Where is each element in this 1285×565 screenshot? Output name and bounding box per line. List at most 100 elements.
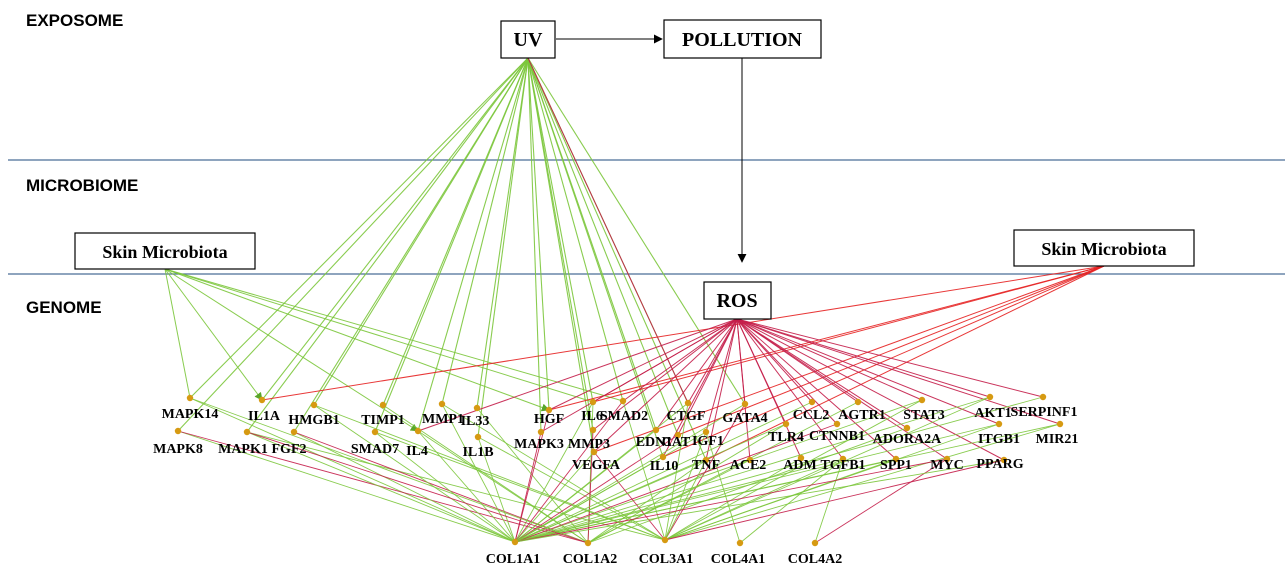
akt1-to-col1a1-edge (514, 396, 991, 543)
ros-to-hgf-edge (548, 318, 738, 411)
gene-node-vegfa (590, 448, 598, 456)
gene-node-myc (943, 455, 951, 463)
ros-to-akt1-edge (736, 318, 991, 398)
tnf-to-col1a2-edge (587, 459, 707, 544)
gene-label-stat3: STAT3 (903, 408, 945, 423)
gene-label-pparg: PPARG (976, 457, 1023, 472)
gene-label-ccl2: CCL2 (793, 408, 830, 423)
ros-to-mapk3-edge (540, 318, 738, 433)
gene-node-adm (797, 454, 805, 462)
uv-to-il1a-edge (261, 57, 529, 401)
gene-label-fgf2: FGF2 (272, 442, 307, 457)
uv-to-fgf2-edge (293, 57, 529, 433)
pparg-to-col1a1-edge (514, 459, 1005, 543)
uv-to-tnf-edge (527, 57, 707, 461)
gene-label-ctnnb1: CTNNB1 (809, 429, 865, 444)
skin-microbiota-left-to-hgf-edge (164, 268, 550, 412)
edge-layer (164, 57, 1105, 544)
ros-to-vegfa-edge (593, 318, 738, 453)
gene-node-il4 (414, 427, 422, 435)
serpinf1-to-col1a1-edge (514, 396, 1044, 543)
mapk1-to-col1a2-edge (246, 431, 589, 544)
tgfb1-to-col4a1-edge (739, 458, 844, 544)
itgb1-to-col1a1-edge (514, 423, 1000, 543)
gene-node-col3a1 (661, 536, 669, 544)
uv-to-mapk8-edge (177, 57, 529, 432)
ros-to-mmp3-edge (592, 318, 738, 431)
edn1-to-col1a1-edge (514, 429, 657, 543)
uv-to-il1b-edge (477, 57, 529, 438)
gene-node-hmgb1 (310, 401, 318, 409)
fgf2-to-col1a2-edge (293, 431, 589, 544)
gene-label-hgf: HGF (534, 412, 564, 427)
gene-label-adm: ADM (783, 458, 816, 473)
gene-node-tlr4 (782, 420, 790, 428)
gata4-to-col1a1-edge (514, 403, 746, 543)
skin-microbiota-left-label: Skin Microbiota (102, 242, 227, 262)
gene-label-col4a2: COL4A2 (788, 552, 842, 565)
gene-node-edn1 (652, 426, 660, 434)
ros-to-tgfb1-edge (736, 318, 844, 460)
pollution-box: POLLUTION (663, 19, 822, 59)
ros-to-itgb1-edge (736, 318, 1000, 425)
skin-microbiota-right-to-vegfa-edge (593, 265, 1105, 453)
igf1-to-col4a1-edge (705, 431, 741, 544)
tnf-to-col3a1-edge (664, 459, 707, 541)
skin-microbiota-right-to-cat-edge (677, 265, 1105, 436)
gene-node-mapk14 (186, 394, 194, 402)
layer-label-exposome: EXPOSOME (26, 11, 123, 30)
hmgb1-to-col3a1-edge (313, 404, 666, 541)
gene-label-hmgb1: HMGB1 (288, 413, 339, 428)
skin-microbiota-right-to-tnf-edge (705, 265, 1105, 461)
ros-to-myc-edge (736, 318, 948, 460)
gene-label-igf1: IGF1 (692, 434, 724, 449)
uv-box: UV (500, 20, 556, 59)
gene-label-il1b: IL1B (462, 445, 493, 460)
mmp1-to-col1a1-edge (441, 403, 516, 543)
akt1-to-col3a1-edge (664, 396, 991, 541)
gene-node-smad2 (619, 397, 627, 405)
fgf2-to-col1a1-edge (293, 431, 516, 543)
uv-to-ctgf-red-edge (527, 57, 689, 404)
uv-to-il10-edge (527, 57, 664, 458)
uv-to-mapk1-edge (246, 57, 529, 433)
mapk8-to-col1a1-edge (177, 430, 516, 543)
gene-node-hgf (545, 406, 553, 414)
il4-to-col1a1-edge (417, 430, 516, 543)
gene-label-col4a1: COL4A1 (711, 552, 765, 565)
gene-node-itgb1 (995, 420, 1003, 428)
gene-node-ccl2 (808, 398, 816, 406)
smad2-to-col1a1-edge (514, 400, 624, 543)
gene-label-edn1: EDN1 (636, 435, 673, 450)
layer-label-microbiome: MICROBIOME (26, 176, 138, 195)
gene-label-mapk14: MAPK14 (162, 407, 219, 422)
gene-label-myc: MYC (930, 458, 963, 473)
skin-microbiota-left-to-smad2-edge (164, 268, 624, 402)
ros-to-igf1-edge (705, 318, 738, 433)
skin-microbiota-right-to-hgf-edge (548, 265, 1105, 411)
stat3-to-col1a1-edge (514, 399, 923, 543)
gene-label-spp1: SPP1 (880, 458, 912, 473)
gene-label-tlr4: TLR4 (768, 430, 804, 445)
gene-node-col4a1 (736, 539, 744, 547)
gene-node-ace2 (746, 456, 754, 464)
ros-to-ctgf-edge (687, 318, 738, 404)
gene-label-tgfb1: TGFB1 (820, 458, 865, 473)
il1b-to-col3a1-edge (477, 436, 666, 541)
smad2-to-col3a1-edge (622, 400, 666, 541)
igf1-to-col3a1-edge (664, 431, 707, 541)
il1b-to-col1a1-edge (477, 436, 516, 543)
uv-to-il33-edge (476, 57, 529, 409)
gene-label-mir21: MIR21 (1036, 432, 1079, 447)
uv-to-mmp1-edge (441, 57, 529, 405)
uv-to-mapk14-edge (189, 57, 529, 399)
gene-node-il1a (258, 396, 266, 404)
pollution-box-label: POLLUTION (682, 29, 803, 51)
ctnnb1-to-col1a1-edge (514, 423, 838, 543)
uv-to-gata4-edge (527, 57, 746, 405)
gene-label-tnf: TNF (692, 458, 720, 473)
ros-to-mir21-edge (736, 318, 1061, 425)
gene-node-mmp1 (438, 400, 446, 408)
